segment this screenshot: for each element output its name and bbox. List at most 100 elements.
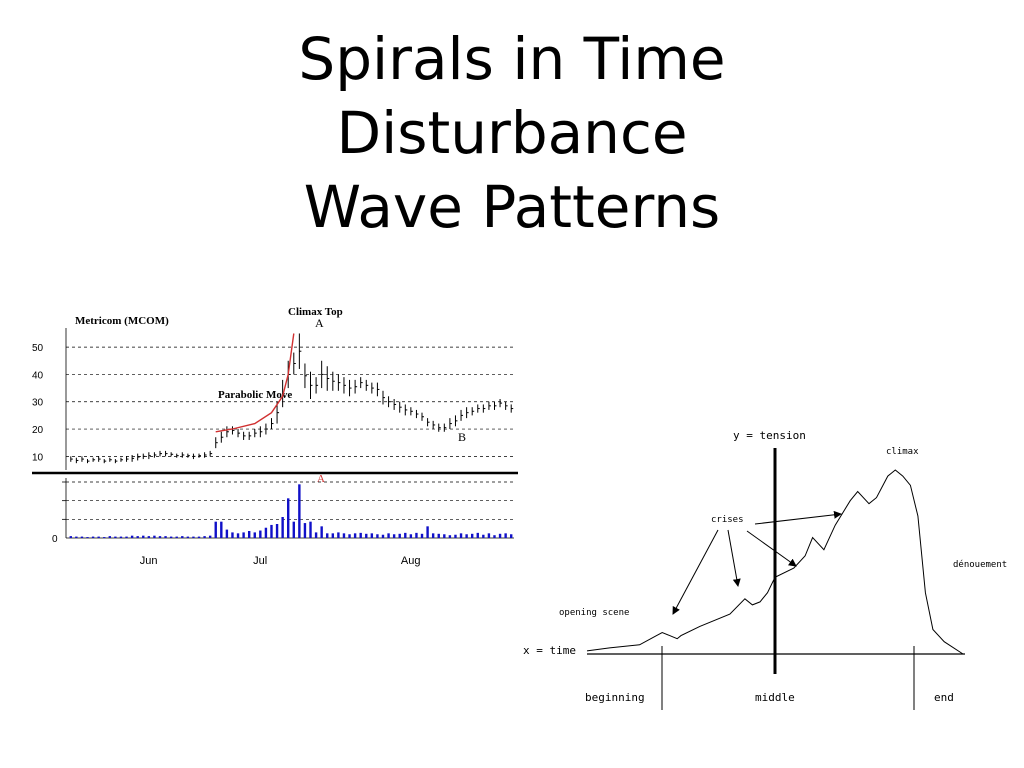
price-tick-label: 20	[32, 425, 44, 436]
price-bar	[126, 456, 129, 462]
segment-label-end: end	[934, 691, 954, 704]
price-bar	[454, 415, 458, 427]
volume-bar	[292, 521, 295, 538]
price-bar	[432, 420, 436, 430]
volume-bar	[309, 521, 312, 538]
title-line-3: Wave Patterns	[303, 173, 721, 241]
volume-bar	[487, 533, 491, 538]
price-bar	[460, 409, 464, 421]
month-labels: Jun Jul Aug	[140, 555, 421, 567]
price-bar	[81, 456, 84, 462]
price-bar	[421, 412, 425, 421]
volume-bar	[482, 534, 485, 538]
price-bar	[243, 431, 246, 440]
volume-bar	[231, 532, 234, 538]
price-bar	[192, 453, 196, 460]
volume-bar	[69, 536, 72, 538]
volume-bar	[476, 532, 479, 538]
volume-bar	[387, 533, 390, 538]
price-bar	[315, 377, 319, 394]
point-b-label: B	[458, 430, 466, 444]
volume-bar	[392, 534, 396, 538]
volume-bar	[459, 533, 463, 538]
price-axis: 10 20 30 40 50	[32, 328, 67, 470]
month-label: Aug	[401, 555, 421, 567]
price-bar	[443, 423, 447, 432]
volume-bar	[208, 535, 212, 538]
price-bar	[349, 379, 352, 397]
price-bar	[337, 374, 341, 391]
price-bar	[137, 453, 140, 461]
crises-label: crises	[711, 515, 744, 525]
price-bar	[321, 360, 324, 389]
price-bar	[510, 404, 514, 413]
price-bar	[204, 452, 207, 458]
volume-bar	[242, 532, 245, 538]
month-label: Jul	[253, 555, 267, 567]
price-tick-label: 10	[32, 452, 44, 463]
price-bar	[427, 418, 430, 427]
price-bar	[209, 450, 213, 457]
price-bar	[471, 407, 475, 416]
volume-bar	[147, 536, 151, 538]
price-bar	[176, 453, 179, 458]
price-grid	[66, 346, 514, 457]
crises-arrow-3	[746, 530, 797, 567]
price-bar	[505, 401, 508, 410]
volume-bar	[80, 536, 84, 538]
price-bar	[120, 457, 123, 462]
price-bar	[371, 382, 374, 394]
price-bar	[343, 377, 346, 394]
price-bar	[393, 399, 397, 410]
price-bar	[298, 333, 302, 369]
volume-bar	[164, 536, 167, 538]
volume-bar	[119, 536, 123, 538]
price-bar	[482, 404, 486, 413]
volume-bar	[376, 534, 379, 538]
price-bar	[198, 453, 202, 458]
price-bar	[304, 363, 307, 389]
volume-bar	[153, 535, 156, 538]
price-bar	[114, 459, 118, 464]
price-bar	[159, 450, 162, 457]
title-line-1: Spirals in Time	[298, 25, 726, 93]
volume-bar	[75, 536, 78, 538]
stock-chart: Metricom (MCOM) Climax Top A Parabolic M…	[32, 306, 518, 567]
price-bar	[293, 352, 296, 375]
price-bar	[259, 426, 263, 438]
price-bar	[410, 407, 413, 416]
volume-bar	[97, 536, 100, 538]
volume-bar	[103, 537, 106, 538]
volume-bar	[125, 536, 128, 538]
price-bar	[332, 371, 335, 391]
volume-bar	[275, 524, 279, 538]
price-bar	[215, 437, 218, 449]
price-bar	[75, 457, 79, 464]
price-bar	[231, 426, 235, 435]
y-axis-label: y = tension	[733, 429, 806, 442]
price-bar	[142, 453, 146, 460]
volume-bar	[264, 527, 268, 538]
price-bar	[399, 401, 402, 413]
denouement-label: dénouement	[953, 559, 1007, 570]
price-bar	[354, 379, 358, 394]
volume-bar	[504, 533, 507, 538]
volume-bar	[259, 530, 262, 538]
point-a-label: A	[315, 316, 324, 330]
volume-bar	[303, 523, 307, 538]
volume-bar	[320, 526, 323, 538]
price-bar	[70, 456, 73, 462]
price-bar	[237, 429, 241, 438]
volume-bar	[236, 533, 240, 538]
climax-top-label: Climax Top	[288, 306, 343, 318]
price-bar	[181, 452, 185, 458]
volume-bar	[465, 534, 468, 538]
price-bar	[449, 418, 452, 430]
volume-bar	[448, 535, 452, 538]
volume-bar	[203, 536, 206, 538]
price-bar	[270, 418, 274, 430]
volume-bar	[437, 533, 440, 538]
volume-a-label: A	[317, 473, 325, 485]
volume-bar	[298, 484, 301, 538]
volume-bar	[498, 533, 502, 538]
